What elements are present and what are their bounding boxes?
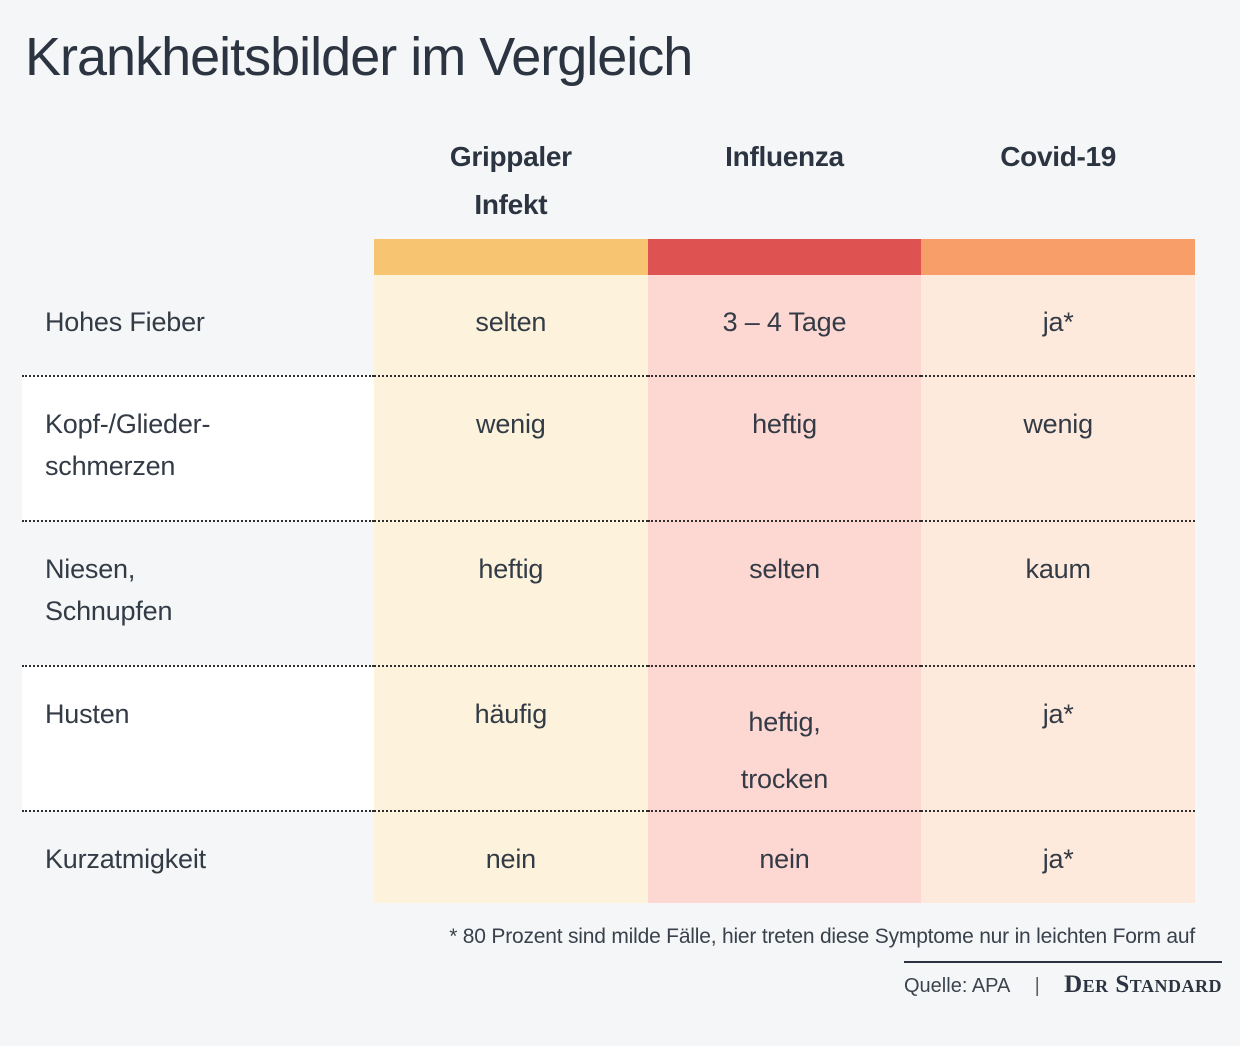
row-label-husten: Husten	[22, 665, 374, 811]
table-cell: häufig	[374, 665, 648, 811]
source-separator: |	[1034, 975, 1040, 998]
footnote: * 80 Prozent sind milde Fälle, hier tret…	[449, 925, 1195, 949]
table-cell: heftig	[647, 375, 922, 521]
infographic: Krankheitsbilder im Vergleich Grippaler …	[0, 26, 1240, 999]
column-header-covid-19: Covid-19	[1000, 141, 1117, 173]
table-cell: ja*	[921, 665, 1195, 811]
table-cell: wenig	[921, 375, 1195, 521]
row-label-kurzatmigkeit: Kurzatmigkeit	[22, 810, 374, 903]
source-attribution: Quelle: APA | Der Standard	[904, 961, 1222, 999]
brand-logo: Der Standard	[1064, 971, 1222, 999]
table-cell: nein	[647, 810, 922, 904]
comparison-table: Grippaler Infekt Influenza Covid-19 Hohe…	[22, 133, 1195, 904]
column-band-influenza	[647, 239, 922, 276]
table-cell: heftig, trocken	[647, 665, 922, 811]
page-title: Krankheitsbilder im Vergleich	[25, 27, 693, 87]
table-cell: heftig	[374, 520, 648, 666]
table-cell: 3 – 4 Tage	[647, 275, 922, 376]
corner-spacer	[22, 133, 374, 239]
table-cell: selten	[374, 275, 648, 376]
table-cell: selten	[647, 520, 922, 666]
table-cell: kaum	[921, 520, 1195, 666]
column-band-covid-19	[921, 239, 1195, 276]
source-label: Quelle: APA	[904, 975, 1011, 998]
table-cell: ja*	[921, 810, 1195, 904]
table-cell: ja*	[921, 275, 1195, 376]
row-label-hohes-fieber: Hohes Fieber	[45, 307, 205, 338]
column-band-grippaler-infekt	[374, 239, 648, 276]
table-cell: wenig	[374, 375, 648, 521]
band-spacer	[22, 239, 374, 275]
table-cell: nein	[374, 810, 648, 904]
row-label-kopf-gliederschmerzen: Kopf-/Glieder- schmerzen	[22, 375, 374, 521]
column-header-grippaler-infekt: Grippaler Infekt	[449, 141, 572, 221]
row-label-niesen-schnupfen: Niesen, Schnupfen	[22, 520, 374, 665]
column-header-influenza: Influenza	[725, 141, 844, 173]
